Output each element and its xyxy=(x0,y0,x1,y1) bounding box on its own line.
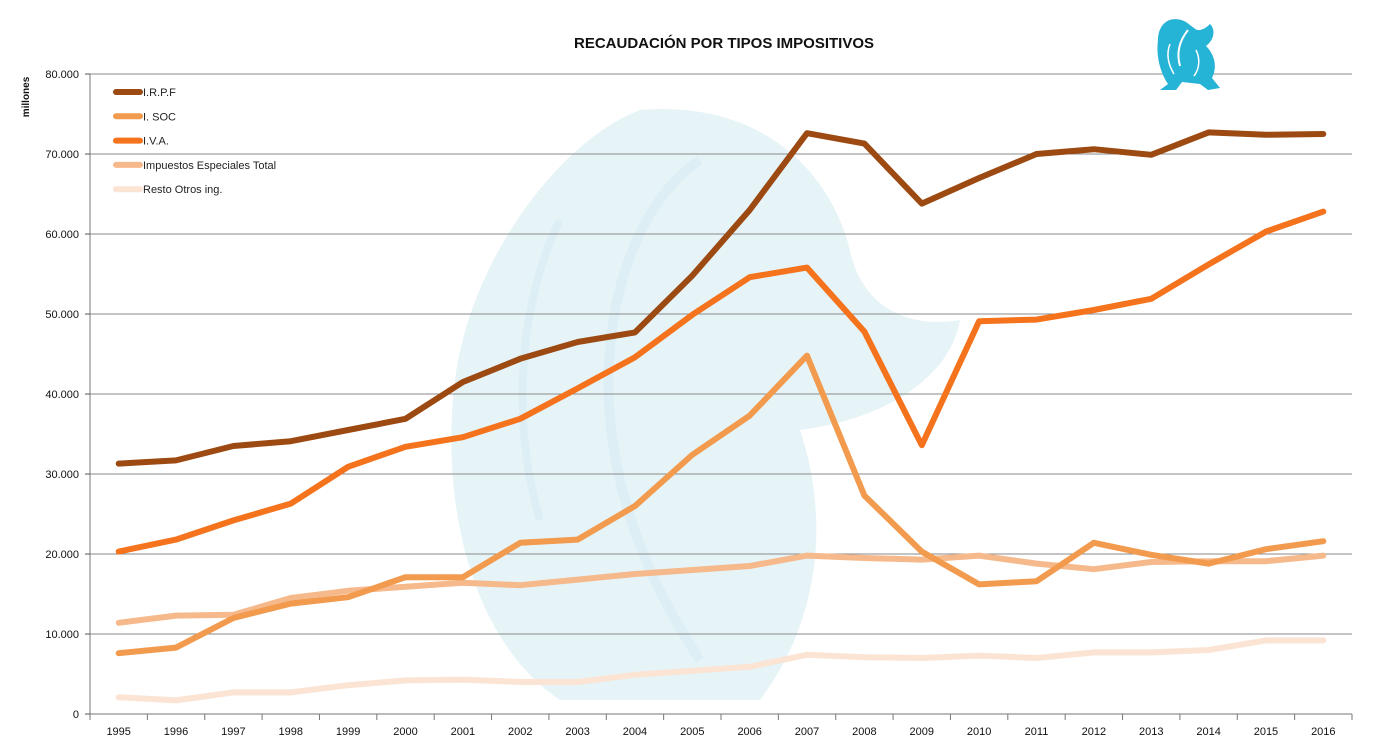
x-tick-label: 2007 xyxy=(795,726,819,738)
series-line-1 xyxy=(115,352,1327,657)
legend-label: Resto Otros ing. xyxy=(143,184,222,196)
y-tick-label: 10.000 xyxy=(45,629,79,641)
y-tick-label: 40.000 xyxy=(45,389,79,401)
winged-griffin-logo-icon xyxy=(1157,19,1220,91)
x-tick-label: 2001 xyxy=(451,726,475,738)
y-axis-ticks: 0 10.000 20.000 30.000 40.000 50.000 60.000 70.… xyxy=(45,69,90,721)
y-tick-label: 50.000 xyxy=(45,309,79,321)
x-tick-label: 2003 xyxy=(565,726,589,738)
x-tick-label: 2013 xyxy=(1139,726,1163,738)
x-tick-label: 2004 xyxy=(623,726,647,738)
x-tick-label: 2010 xyxy=(967,726,991,738)
x-tick-label: 1995 xyxy=(106,726,130,738)
x-tick-label: 1996 xyxy=(164,726,188,738)
griffin-watermark-icon xyxy=(451,109,960,700)
x-tick-label: 1998 xyxy=(279,726,303,738)
y-axis-label: millones xyxy=(21,76,32,117)
legend-label: I.R.P.F xyxy=(143,87,176,99)
y-tick-label: 70.000 xyxy=(45,149,79,161)
x-tick-label: 1999 xyxy=(336,726,360,738)
legend: I.R.P.F I. SOC I.V.A. Impuestos Especiales … xyxy=(113,87,276,196)
x-tick-label: 2015 xyxy=(1254,726,1278,738)
y-tick-label: 30.000 xyxy=(45,469,79,481)
series-line-2 xyxy=(115,208,1327,555)
series-line-0 xyxy=(115,129,1327,467)
x-tick-label: 2012 xyxy=(1082,726,1106,738)
y-tick-label: 0 xyxy=(73,709,79,721)
y-tick-label: 20.000 xyxy=(45,549,79,561)
x-tick-label: 2016 xyxy=(1311,726,1335,738)
x-tick-label: 2009 xyxy=(910,726,934,738)
x-tick-label: 2014 xyxy=(1196,726,1220,738)
legend-label: I.V.A. xyxy=(143,136,169,148)
y-tick-label: 60.000 xyxy=(45,229,79,241)
series-line-4 xyxy=(115,637,1327,704)
series-lines xyxy=(115,129,1327,704)
legend-label: Impuestos Especiales Total xyxy=(143,160,276,172)
x-tick-label: 2002 xyxy=(508,726,532,738)
series-line-3 xyxy=(115,552,1327,626)
x-tick-label: 2006 xyxy=(737,726,761,738)
x-axis-ticks: 1995 1996 1997 1998 1999 2000 2001 2002 2003 2004… xyxy=(89,714,1353,738)
y-tick-label: 80.000 xyxy=(45,69,79,81)
legend-label: I. SOC xyxy=(143,111,176,123)
gridlines xyxy=(90,73,1352,635)
x-tick-label: 2008 xyxy=(852,726,876,738)
x-tick-label: 2000 xyxy=(393,726,417,738)
x-tick-label: 2011 xyxy=(1025,726,1049,738)
chart-title: RECAUDACIÓN POR TIPOS IMPOSITIVOS xyxy=(574,34,874,52)
x-tick-label: 1997 xyxy=(221,726,245,738)
x-tick-label: 2005 xyxy=(680,726,704,738)
